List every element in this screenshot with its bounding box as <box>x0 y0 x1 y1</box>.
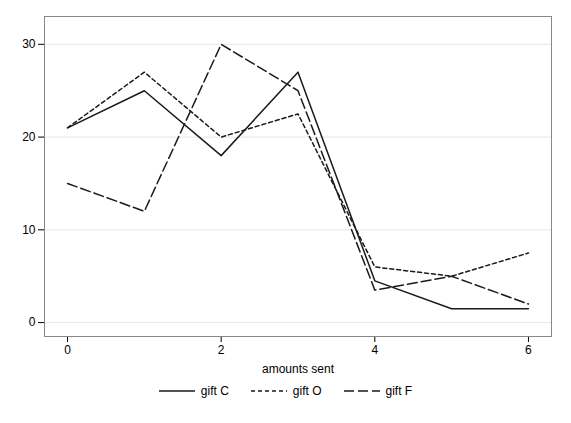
svg-text:4: 4 <box>371 343 378 357</box>
svg-text:20: 20 <box>22 130 36 144</box>
svg-text:0: 0 <box>29 315 36 329</box>
svg-text:6: 6 <box>525 343 532 357</box>
html-text:gift O: gift O <box>292 384 322 398</box>
svg-text:amounts sent: amounts sent <box>262 362 335 376</box>
html-text:gift C: gift C <box>200 384 229 398</box>
svg-text:0: 0 <box>64 343 71 357</box>
svg-text:30: 30 <box>22 37 36 51</box>
svg-text:2: 2 <box>218 343 225 357</box>
svg-text:10: 10 <box>22 223 36 237</box>
html-text:gift F: gift F <box>385 384 413 398</box>
